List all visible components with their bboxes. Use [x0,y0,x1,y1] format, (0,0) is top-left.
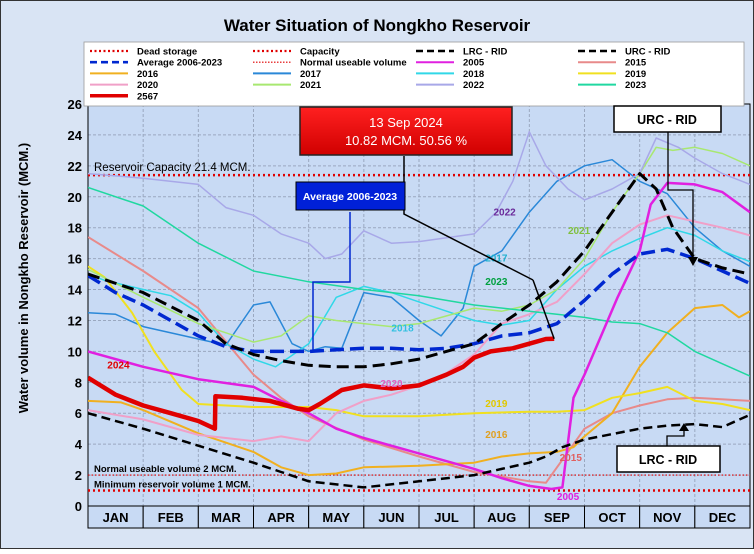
legend-label-2021: 2021 [300,80,322,91]
month-label-sep: SEP [544,510,570,525]
current-value-box [299,106,513,156]
legend-label-2015: 2015 [625,58,647,69]
legend-label-2016: 2016 [137,69,158,80]
legend-label-2020: 2020 [137,80,158,91]
series-2022 [88,131,750,260]
series-2021 [88,146,750,343]
urc-box-label: URC - RID [637,113,697,127]
month-label-mar: MAR [211,510,241,525]
y-axis-label: Water volume in Nongkho Reservoir (MCM.) [16,143,31,413]
month-label-jun: JUN [378,510,404,525]
x-axis: JAN FEB MAR APR MAY JUN JUL AUG SEP OCT NOV DEC [87,505,751,529]
current-volume: 10.82 MCM. 50.56 % [345,133,468,148]
month-cell [694,505,751,529]
chart-title: Water Situation of Nongkho Reservoir [224,16,531,35]
average-callout-line [312,212,351,352]
legend-label-2017: 2017 [300,69,321,80]
legend-label-capacity: Capacity [300,47,340,58]
current-date: 13 Sep 2024 [369,115,443,130]
month-label-apr: APR [267,510,295,525]
legend-label-2019: 2019 [625,69,646,80]
series-label-2005: 2005 [557,492,580,503]
series-average-2006-2023 [88,247,750,354]
legend-label-2567: 2567 [137,91,158,102]
series-2005 [88,181,750,491]
y-tick-label: 8 [75,375,82,390]
month-label-jul: JUL [434,510,459,525]
y-tick-label: 16 [68,252,82,267]
ref-label-dead-storage: Minimum reservoir volume 1 MCM. [94,480,251,491]
y-tick-label: 24 [68,128,83,143]
series-label-2024: 2024 [107,360,130,371]
month-label-dec: DEC [709,510,737,525]
legend-box [83,41,745,107]
series-label-2023: 2023 [485,277,508,288]
lrc-box-label: LRC - RID [639,453,697,467]
series-2018 [88,226,750,368]
legend-label-2023: 2023 [625,80,646,91]
average-box-label: Average 2006-2023 [303,191,397,203]
ref-label-normal-useable-volume: Normal useable volume 2 MCM. [94,464,237,475]
urc-callout-line [667,131,694,264]
series-2023 [88,186,750,377]
month-label-nov: NOV [653,510,682,525]
month-label-may: MAY [322,510,350,525]
month-label-jan: JAN [103,510,129,525]
y-tick-label: 6 [75,406,82,421]
legend-label-dead-storage: Dead storage [137,47,197,58]
average-box [295,181,406,211]
urc-arrowhead [688,257,698,266]
series-lrc-rid [88,411,750,489]
y-tick-label: 22 [68,159,82,174]
series-label-2018: 2018 [391,323,414,334]
series-label-2019: 2019 [485,399,508,410]
annotations: 13 Sep 2024 10.82 MCM. 50.56 % Average 200… [295,105,722,473]
month-label-feb: FEB [158,510,184,525]
y-tick-label: 20 [68,190,82,205]
series-2567 [88,336,555,431]
legend-label-average-2006-2023: Average 2006-2023 [137,58,222,69]
y-tick-label: 2 [75,468,82,483]
legend-label-2022: 2022 [463,80,484,91]
current-callout-drop [532,279,555,339]
series-urc-rid [88,172,750,369]
y-tick-label: 26 [68,97,82,112]
y-tick-label: 12 [68,313,82,328]
legend-label-urc-rid: URC - RID [625,47,671,58]
series-label-2016: 2016 [485,430,508,441]
series-label-2022: 2022 [493,207,516,218]
month-label-oct: OCT [598,510,626,525]
lrc-callout-line [666,428,685,446]
ref-label-capacity: Reservoir Capacity 21.4 MCM. [94,162,251,174]
series-label-2020: 2020 [380,379,403,390]
legend-label-2005: 2005 [463,58,485,69]
y-tick-label: 10 [68,344,82,359]
series-2020 [88,214,750,443]
y-tick-label: 14 [68,283,83,298]
legend-label-lrc-rid: LRC - RID [463,47,507,58]
series-label-2021: 2021 [568,226,591,237]
series-group [88,131,750,491]
series-label-2015: 2015 [560,453,583,464]
series-labels: 2022 2021 2017 2023 2018 2020 2024 2019 2016 2015… [107,207,590,502]
urc-box [613,105,722,133]
lrc-arrowhead [679,423,689,431]
legend: Dead storage Capacity LRC - RID URC - RID Av… [83,41,745,107]
month-label-aug: AUG [487,510,516,525]
y-tick-label: 18 [68,221,82,236]
series-2019 [88,265,750,418]
series-2017 [88,158,750,353]
series-2016 [88,304,750,477]
legend-label-normal-useable-volume: Normal useable volume [300,58,407,69]
y-tick-label: 0 [75,499,82,514]
series-label-2017: 2017 [485,254,508,265]
y-tick-label: 4 [75,437,83,452]
current-callout-line [403,156,534,281]
lrc-box [616,445,721,473]
legend-label-2018: 2018 [463,69,484,80]
